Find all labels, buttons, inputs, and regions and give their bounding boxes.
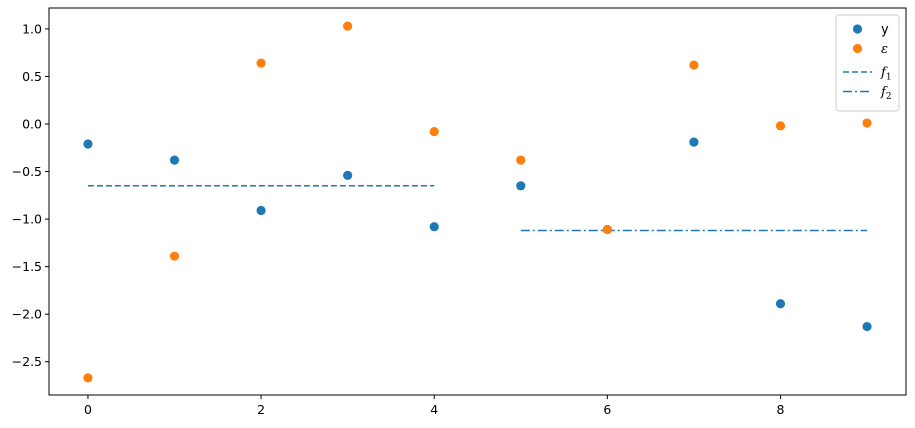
legend-box bbox=[835, 14, 900, 112]
point-y bbox=[429, 222, 439, 232]
legend-marker bbox=[852, 43, 863, 54]
x-tick-label: 6 bbox=[603, 402, 611, 417]
y-tick-label: −1.5 bbox=[12, 259, 42, 274]
legend-label: f1 bbox=[880, 66, 892, 83]
point-y bbox=[689, 137, 699, 147]
point-y bbox=[516, 181, 526, 191]
point-epsilon bbox=[516, 155, 526, 165]
x-tick-label: 4 bbox=[430, 402, 438, 417]
legend-label-subscript: 1 bbox=[886, 73, 892, 83]
point-y bbox=[862, 321, 872, 332]
point-y bbox=[169, 155, 180, 165]
plot-area bbox=[83, 21, 872, 383]
point-epsilon bbox=[862, 118, 872, 128]
point-epsilon bbox=[343, 21, 353, 31]
axis-ticks: 0 2 4 6 8 1.0 0.5 0.0 −0.5 −1.0 −1.5 −2.0 −2.5 bbox=[12, 21, 785, 417]
point-epsilon bbox=[775, 121, 786, 131]
y-tick-label: −0.5 bbox=[12, 164, 42, 179]
axes-frame bbox=[48, 7, 907, 396]
y-tick-label: −2.5 bbox=[12, 354, 42, 369]
y-tick-label: 0.5 bbox=[22, 69, 42, 84]
legend-label-name: f bbox=[880, 66, 888, 81]
legend-label-name: y bbox=[881, 23, 889, 38]
point-epsilon bbox=[689, 60, 699, 70]
legend-label: f2 bbox=[880, 85, 892, 102]
y-tick-label: 0.0 bbox=[22, 117, 42, 132]
point-y bbox=[775, 299, 786, 309]
x-tick-label: 0 bbox=[84, 402, 92, 417]
point-epsilon bbox=[429, 127, 439, 137]
y-tick-label: 1.0 bbox=[22, 21, 42, 36]
y-tick-label: −1.0 bbox=[12, 212, 42, 227]
legend-marker bbox=[852, 24, 863, 34]
point-epsilon bbox=[256, 58, 266, 68]
point-y bbox=[343, 170, 353, 180]
y-tick-label: −2.0 bbox=[12, 307, 42, 322]
point-epsilon bbox=[602, 224, 612, 235]
legend-label-name: f bbox=[880, 85, 888, 100]
x-tick-label: 2 bbox=[257, 402, 265, 417]
point-epsilon bbox=[169, 251, 180, 261]
x-tick-label: 8 bbox=[777, 402, 785, 417]
legend-label-subscript: 2 bbox=[886, 92, 892, 102]
point-y bbox=[256, 205, 266, 216]
legend-label-name: ε bbox=[881, 42, 888, 57]
point-epsilon bbox=[83, 373, 93, 383]
legend-label: y bbox=[881, 23, 889, 38]
point-y bbox=[83, 139, 93, 149]
legend-label: ε bbox=[881, 42, 888, 57]
